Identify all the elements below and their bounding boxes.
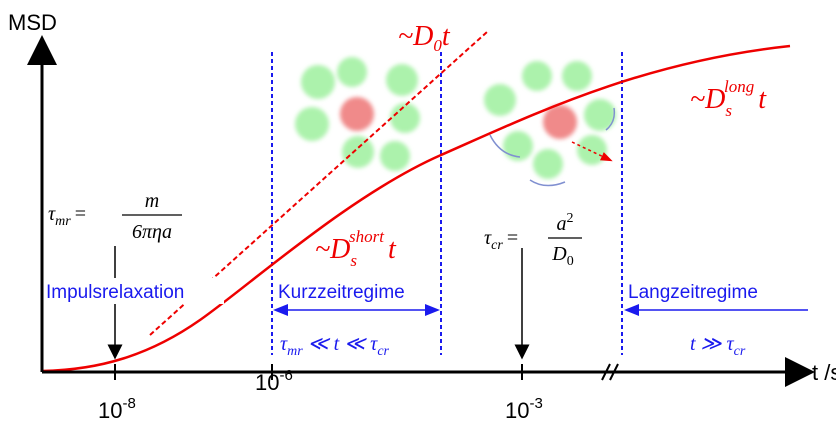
- t: 0: [567, 254, 574, 269]
- regime-label: Kurzzeitregime: [278, 282, 405, 303]
- x-label: t /s: [812, 360, 836, 385]
- diagram: MSD t /s 10-8 10-6 10-3 ~D0t ~Dslongt ~D…: [0, 0, 836, 432]
- t: =: [75, 203, 86, 225]
- tau-mr-num: m: [145, 190, 159, 212]
- tau-cr-num: a2: [557, 211, 574, 235]
- t: a: [557, 213, 567, 235]
- t: cr: [734, 344, 746, 359]
- regime-condition: τmr ≪ t ≪ τcr: [280, 333, 390, 359]
- tick-label: 10-3: [505, 395, 543, 423]
- t: mr: [287, 344, 303, 359]
- regime-condition: t ≫ τcr: [690, 333, 746, 359]
- exp: -6: [279, 367, 292, 384]
- y-label: MSD: [8, 10, 57, 35]
- t: long: [724, 77, 754, 96]
- exp: -3: [529, 395, 542, 412]
- base: 10: [505, 398, 529, 423]
- tau-mr: τmr=: [48, 203, 86, 229]
- t: ~D: [315, 234, 350, 265]
- particle-cluster-long: [484, 61, 616, 186]
- t: ~D: [690, 84, 725, 115]
- t: short: [349, 227, 385, 246]
- t: 2: [567, 211, 574, 226]
- tick-label: 10-8: [98, 395, 136, 423]
- t: s: [725, 101, 732, 120]
- exp: -8: [122, 395, 135, 412]
- t: s: [350, 251, 357, 270]
- regime-label: Langzeitregime: [628, 282, 758, 303]
- t: ~D: [398, 21, 433, 52]
- t: t: [758, 84, 767, 115]
- t: cr: [491, 238, 503, 253]
- t: ≪ t ≪: [303, 333, 370, 355]
- tau-mr-den: 6πηa: [132, 221, 172, 243]
- t: t: [442, 21, 451, 52]
- tau-cr-den: D0: [551, 243, 573, 269]
- tau-cr: τcr=: [484, 227, 518, 253]
- base: 10: [98, 398, 122, 423]
- particle-cluster-short: [295, 57, 420, 171]
- t: t ≫: [690, 333, 727, 355]
- t: t: [388, 234, 397, 265]
- t: D: [551, 243, 567, 265]
- tick-label: 10-6: [255, 367, 293, 395]
- regime-label: Impulsrelaxation: [46, 282, 184, 303]
- ballistic-label: ~D0t: [398, 21, 451, 55]
- base: 10: [255, 370, 279, 395]
- t: cr: [377, 344, 389, 359]
- t: =: [507, 227, 518, 249]
- t: mr: [55, 214, 71, 229]
